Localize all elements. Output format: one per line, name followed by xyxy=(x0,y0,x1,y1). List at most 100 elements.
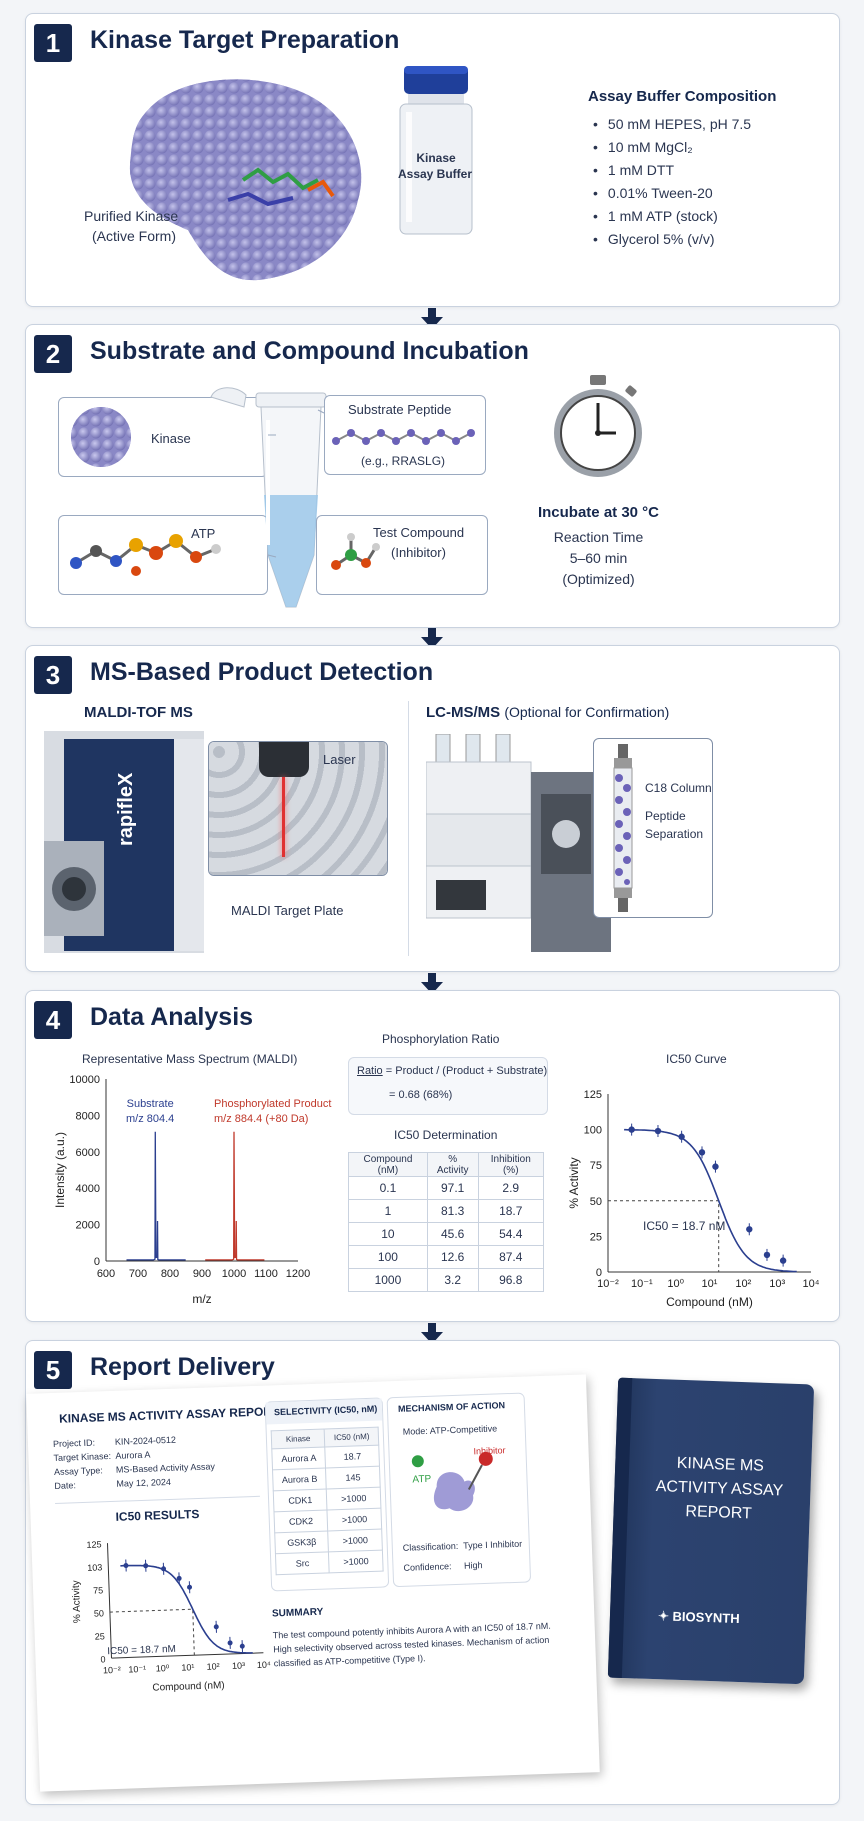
table-cell: Aurora A xyxy=(271,1446,326,1470)
y-tick-label: 4000 xyxy=(76,1183,100,1195)
data-point xyxy=(678,1133,685,1140)
y-axis xyxy=(106,1543,112,1659)
moa-inhibitor-label: Inhibitor xyxy=(473,1445,506,1457)
atp-molecule-icon xyxy=(70,534,221,576)
spectrum-series-product xyxy=(205,1131,265,1261)
buffer-item: 10 mM MgCl₂ xyxy=(593,139,751,155)
moa-classification: Classification: Type I Inhibitor xyxy=(402,1538,523,1553)
y-tick-label: 75 xyxy=(93,1585,103,1595)
x-tick-label: 800 xyxy=(161,1268,179,1280)
lcms-title-main: LC-MS/MS xyxy=(426,704,501,721)
x-tick-label: 10¹ xyxy=(702,1278,718,1290)
panel-title: MS-Based Product Detection xyxy=(90,658,434,686)
data-point xyxy=(176,1575,182,1581)
atp-label: ATP xyxy=(191,526,216,541)
selectivity-table: Kinase IC50 (nM) Aurora A 18.7 Aurora B 145… xyxy=(271,1427,384,1576)
panel-incubation: 2 Substrate and Compound Incubation Kina… xyxy=(25,324,840,628)
laser-label: Laser xyxy=(323,752,356,767)
x-axis-label: m/z xyxy=(192,1292,211,1306)
y-tick-label: 75 xyxy=(590,1160,602,1172)
table-cell: 18.7 xyxy=(325,1445,380,1468)
ratio-word: Ratio xyxy=(357,1065,383,1077)
ic50-guide-line xyxy=(608,1200,720,1272)
step-arrow-icon xyxy=(421,973,443,994)
data-point xyxy=(143,1563,149,1569)
x-tick-label: 10³ xyxy=(232,1660,245,1670)
spectrum-title: Representative Mass Spectrum (MALDI) xyxy=(82,1052,298,1066)
table-header: IC50 (nM) xyxy=(324,1427,379,1447)
x-tick-label: 10⁴ xyxy=(257,1660,271,1670)
meta-value: KIN-2024-0512 xyxy=(114,1434,177,1447)
x-tick-label: 10² xyxy=(735,1278,751,1290)
laser-nozzle xyxy=(259,742,309,777)
summary-title: SUMMARY xyxy=(271,1606,324,1620)
reaction-time-2: 5–60 min xyxy=(569,550,628,566)
y-tick-label: 50 xyxy=(94,1608,104,1618)
stopwatch-icon xyxy=(554,375,642,477)
lcms-title-sub: (Optional for Confirmation) xyxy=(504,704,670,720)
buffer-item: 1 mM ATP (stock) xyxy=(593,208,751,224)
data-point xyxy=(239,1643,245,1649)
report-book: KINASE MS ACTIVITY ASSAY REPORT ✦ BIOSYN… xyxy=(607,1377,815,1685)
data-point xyxy=(628,1126,635,1133)
x-tick-label: 10⁰ xyxy=(667,1278,684,1290)
x-axis xyxy=(111,1652,264,1659)
selectivity-card: SELECTIVITY (IC50, nM) Kinase IC50 (nM) … xyxy=(264,1397,390,1592)
compound-molecule-icon xyxy=(331,533,380,570)
product-peak-mz: m/z 884.4 (+80 Da) xyxy=(214,1112,309,1125)
table-header: Compound (nM) xyxy=(348,1152,428,1177)
book-brand: ✦ BIOSYNTH xyxy=(658,1607,740,1629)
data-point xyxy=(161,1566,167,1572)
table-cell: 100 xyxy=(348,1245,428,1269)
meta-value: MS-Based Activity Assay xyxy=(115,1461,216,1475)
meta-value: May 12, 2024 xyxy=(116,1476,172,1489)
compound-box xyxy=(316,515,488,595)
report-divider xyxy=(55,1495,260,1504)
panel-ms-detection: 3 MS-Based Product Detection MALDI-TOF M… xyxy=(25,645,840,972)
data-point xyxy=(213,1624,219,1630)
plate-label: MALDI Target Plate xyxy=(231,903,344,918)
table-row: 10 45.6 54.4 xyxy=(348,1222,544,1246)
buffer-item: 1 mM DTT xyxy=(593,162,751,178)
panel-divider xyxy=(408,701,409,956)
step-arrow-icon xyxy=(421,308,443,329)
table-cell: >1000 xyxy=(326,1487,381,1510)
fit-curve xyxy=(624,1128,797,1273)
table-header: % Activity xyxy=(426,1152,479,1177)
step-number: 5 xyxy=(34,1351,72,1389)
y-axis-label: Intensity (a.u.) xyxy=(53,1132,67,1208)
kinase-caption-line-1: Purified Kinase xyxy=(84,208,179,224)
buffer-list: 50 mM HEPES, pH 7.5 10 mM MgCl₂ 1 mM DTT… xyxy=(593,116,751,254)
table-cell: 3.2 xyxy=(426,1268,479,1292)
step-number: 4 xyxy=(34,1001,72,1039)
y-tick-label: 125 xyxy=(584,1089,602,1101)
substrate-peak-label: Substrate m/z 804.4 xyxy=(126,1097,174,1127)
mass-spectrum-chart: 0 2000 4000 6000 8000 10000 600 700 800 900 1000 11… xyxy=(53,1074,310,1306)
y-tick-label: 100 xyxy=(584,1125,602,1137)
maldi-title: MALDI-TOF MS xyxy=(84,704,193,721)
buffer-item: Glycerol 5% (v/v) xyxy=(593,231,751,247)
data-point xyxy=(712,1163,719,1170)
table-cell: Aurora B xyxy=(272,1467,327,1491)
table-cell: 1 xyxy=(348,1199,428,1223)
meta-value: Aurora A xyxy=(115,1449,151,1461)
table-cell: >1000 xyxy=(327,1508,382,1531)
table-row: 0.1 97.1 2.9 xyxy=(348,1176,544,1200)
x-axis-label: Compound (nM) xyxy=(666,1295,753,1309)
table-cell: 81.3 xyxy=(426,1199,479,1223)
ratio-value: = 0.68 (68%) xyxy=(389,1089,453,1101)
table-row: Src >1000 xyxy=(275,1550,384,1575)
x-tick-label: 10⁻¹ xyxy=(128,1664,146,1675)
x-tick-label: 900 xyxy=(193,1268,211,1280)
data-point xyxy=(746,1226,753,1233)
y-tick-label: 125 xyxy=(86,1539,101,1550)
report-document: KINASE MS ACTIVITY ASSAY REPORT Project … xyxy=(26,1374,600,1792)
vial-label-line-2: Assay Buffer xyxy=(397,167,473,181)
moa-mode: Mode: ATP-Competitive xyxy=(402,1423,498,1437)
maldi-instrument xyxy=(44,731,204,953)
moa-confidence: Confidence: High xyxy=(403,1560,483,1573)
product-peak-name: Phosphorylated Product xyxy=(214,1098,332,1110)
kinase-protein-illustration xyxy=(129,79,362,281)
table-cell: 54.4 xyxy=(477,1222,544,1246)
table-cell: 87.4 xyxy=(477,1245,544,1269)
